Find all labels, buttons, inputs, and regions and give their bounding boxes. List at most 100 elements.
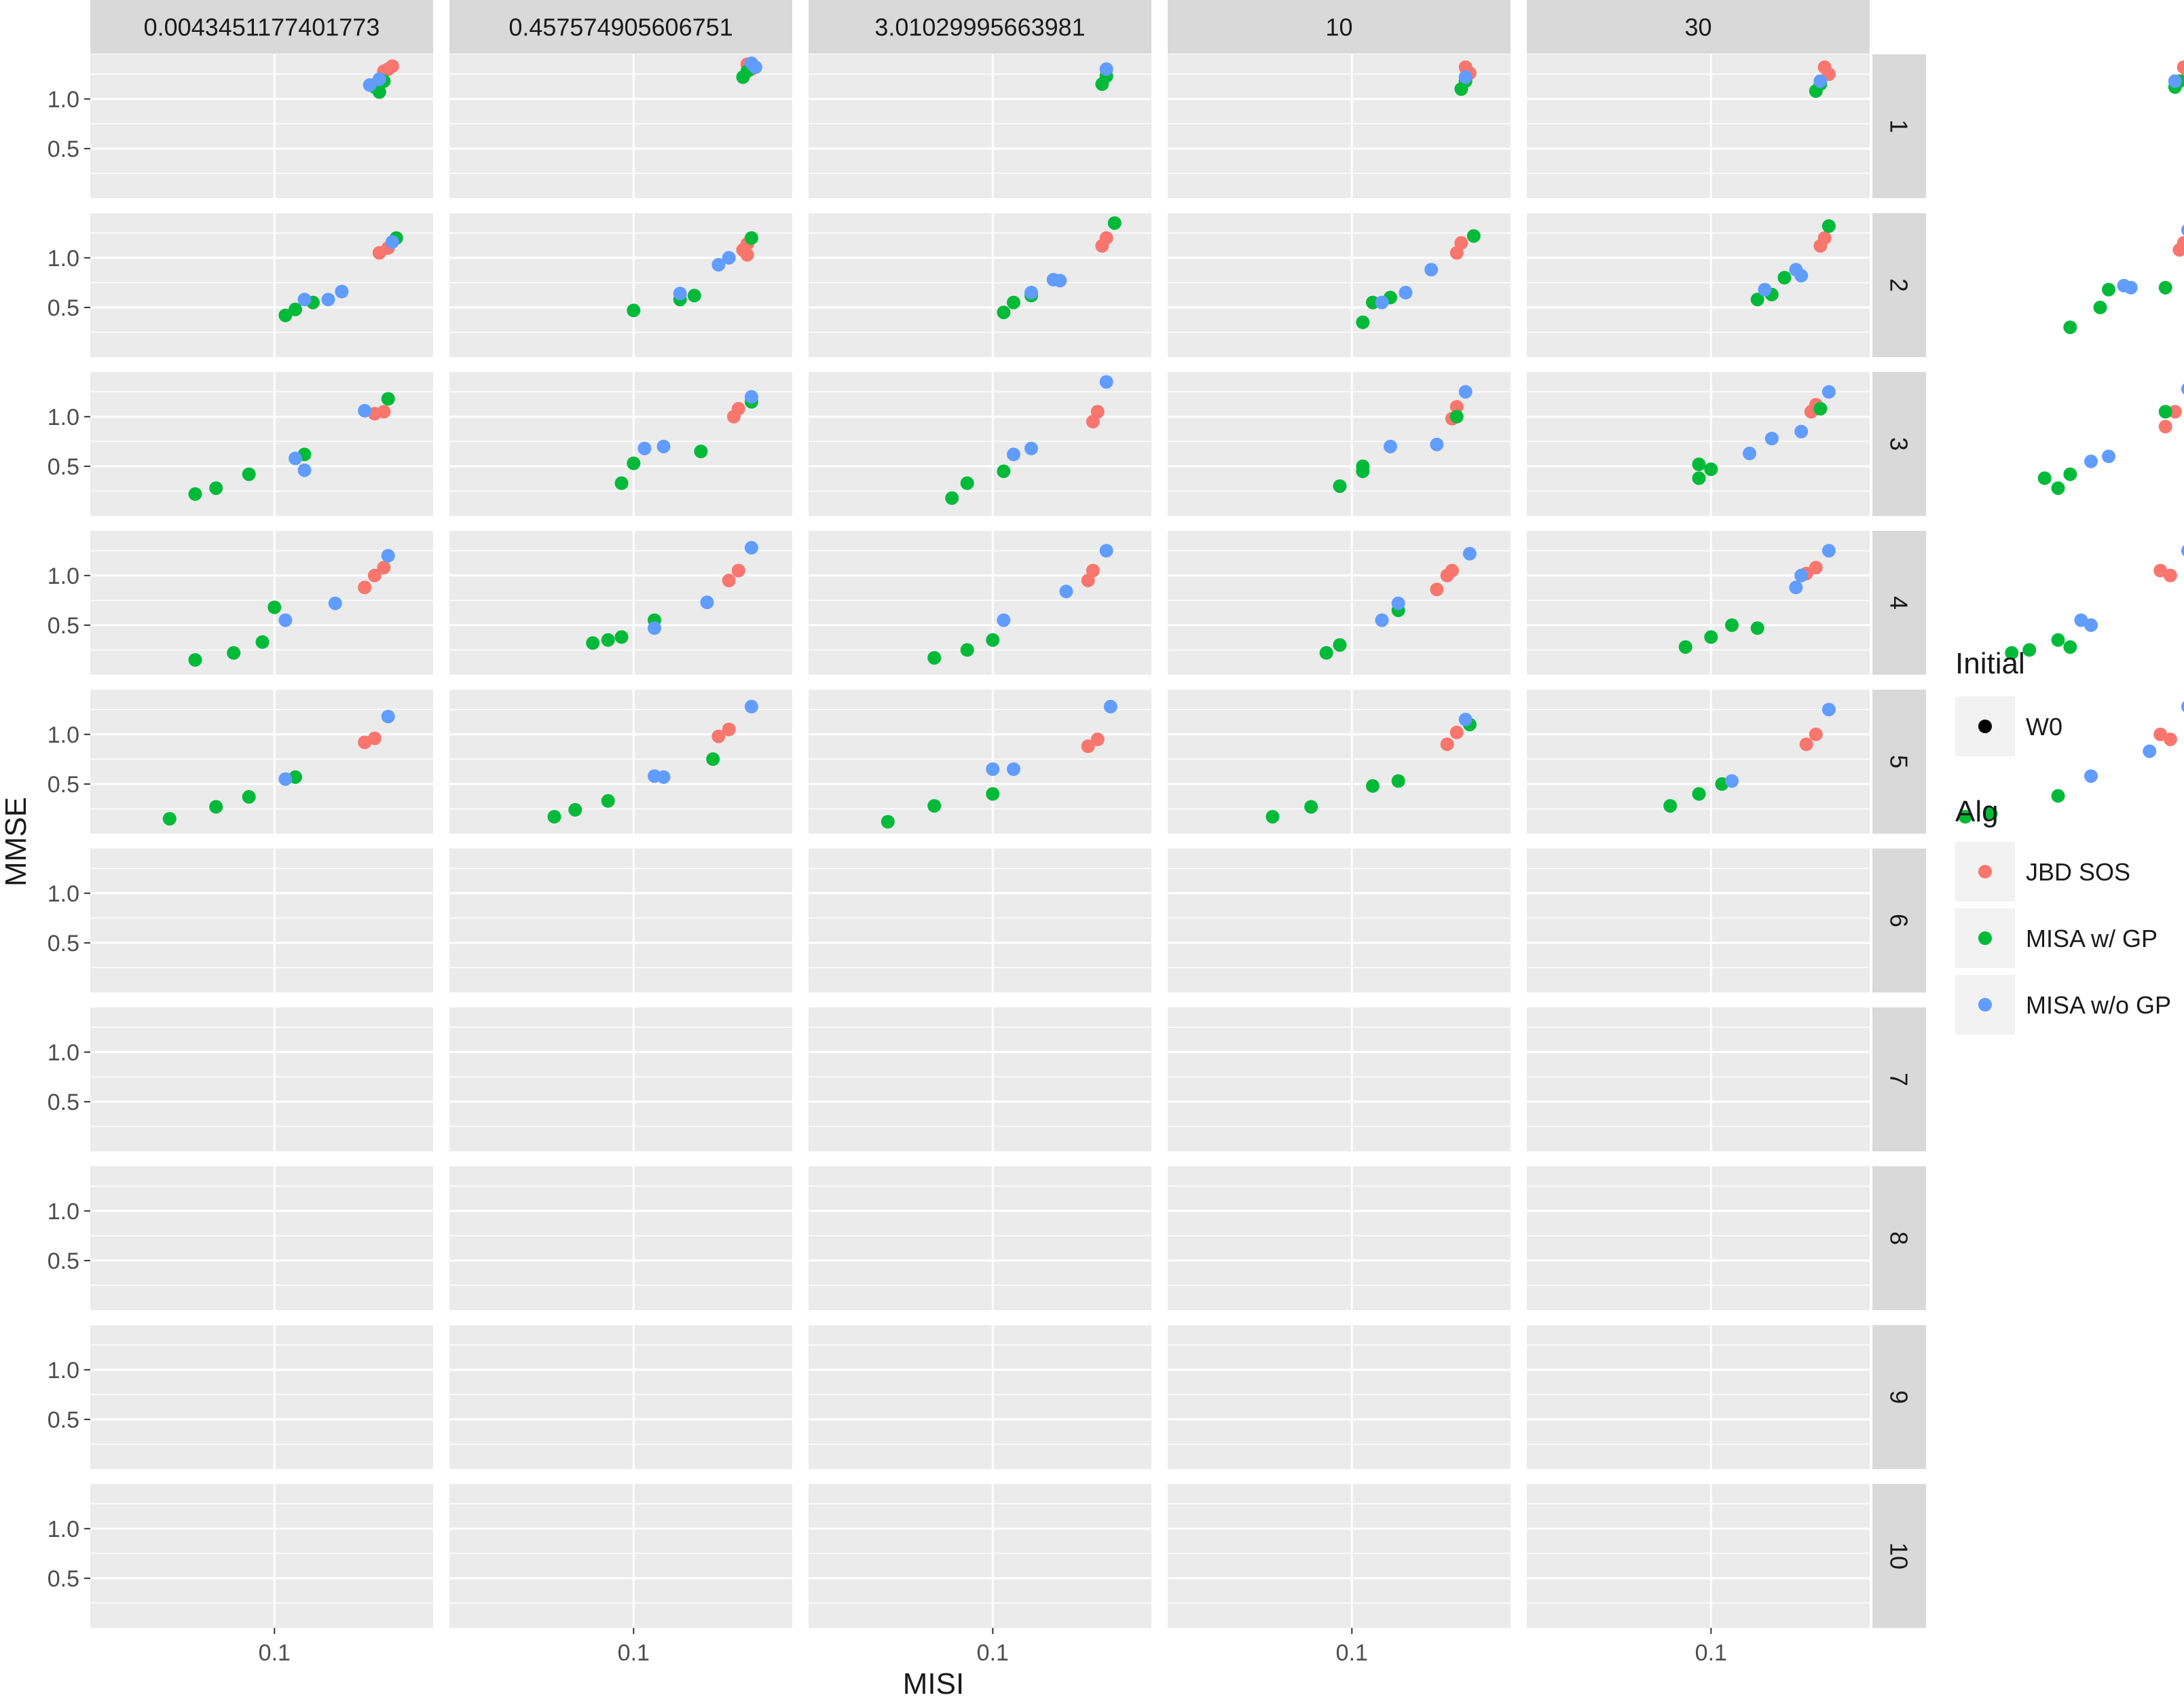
data-point-misa-w-gp xyxy=(1366,779,1380,793)
panel-background xyxy=(90,849,433,992)
panel-background xyxy=(1527,690,1870,834)
x-axis-title: MISI xyxy=(903,1667,964,1701)
facet-panel xyxy=(90,1325,433,1469)
data-point-jbd-sos xyxy=(367,568,382,582)
data-point-misa-w-o-gp xyxy=(297,293,312,307)
data-point-misa-w-gp xyxy=(1692,471,1706,485)
row-strip-label: 9 xyxy=(1885,1390,1913,1404)
facet-panel xyxy=(90,1007,433,1151)
data-point-misa-w-o-gp xyxy=(1430,437,1444,451)
data-point-misa-w-o-gp xyxy=(1103,699,1117,713)
x-tick-label: 0.1 xyxy=(1336,1640,1368,1666)
panel-background xyxy=(1168,54,1511,198)
data-point-misa-w-o-gp xyxy=(656,770,671,784)
data-point-jbd-sos xyxy=(711,729,726,743)
panel-background xyxy=(90,690,433,834)
panel-background xyxy=(449,849,792,992)
facet-panel xyxy=(1527,372,1870,516)
data-point-misa-w-gp xyxy=(381,392,395,406)
facet-panel xyxy=(1168,849,1511,992)
data-point-misa-w-gp xyxy=(2051,633,2065,647)
data-point-misa-w-gp xyxy=(209,481,223,496)
data-point-misa-w-o-gp xyxy=(1384,439,1397,453)
row-strip-label: 10 xyxy=(1885,1542,1913,1570)
legend-label-misa-w-o-gp: MISA w/o GP xyxy=(2026,991,2171,1019)
data-point-misa-w-o-gp xyxy=(1399,286,1413,299)
legend: Initial W0 Alg JBD SOS MISA w/ GP MISA w/o GP xyxy=(1955,647,2171,1035)
data-point-misa-w-o-gp xyxy=(1024,286,1038,299)
panel-background xyxy=(809,1325,1151,1469)
row-strip xyxy=(1872,531,1926,675)
facet-panel xyxy=(90,531,433,675)
axes-layer: 0.5 1.0 0.5 1.0 0.5 1.0 0.5 1.0 0.5 1.0 0.5 1.0 0.5 1… xyxy=(48,87,1727,1666)
data-point-misa-w-gp xyxy=(372,85,386,99)
column-strip xyxy=(90,0,433,54)
data-point-jbd-sos xyxy=(2163,732,2177,747)
data-point-misa-w-o-gp xyxy=(1813,74,1828,88)
data-point-misa-w-gp xyxy=(1466,229,1481,243)
data-point-misa-w-gp xyxy=(1821,219,1836,233)
data-point-misa-w-gp xyxy=(986,787,1000,801)
data-point-misa-w-gp xyxy=(227,646,241,660)
row-strip-label: 3 xyxy=(1885,437,1913,451)
data-point-misa-w-gp xyxy=(627,456,641,470)
data-point-misa-w-o-gp xyxy=(2084,454,2098,468)
data-point-misa-w-gp xyxy=(242,790,256,804)
data-point-misa-w-o-gp xyxy=(648,621,661,635)
row-strip xyxy=(1872,54,1926,198)
panel-background xyxy=(90,213,433,357)
data-point-misa-w-gp xyxy=(278,308,293,322)
facet-panel xyxy=(809,54,1151,198)
data-point-misa-w-gp xyxy=(1813,402,1828,416)
panel-background xyxy=(809,213,1151,357)
y-tick-label: 0.5 xyxy=(48,136,79,162)
panel-background xyxy=(1527,531,1870,675)
data-point-misa-w-gp xyxy=(1007,295,1020,310)
facet-panel xyxy=(1527,1325,1870,1469)
data-point-misa-w-gp xyxy=(1958,810,1972,824)
data-point-misa-w-gp xyxy=(1777,271,1792,284)
data-point-misa-w-gp xyxy=(2063,320,2077,335)
data-point-misa-w-o-gp xyxy=(2181,383,2184,394)
column-strip-label: 30 xyxy=(1684,14,1711,41)
panel-background xyxy=(1168,1166,1511,1310)
data-point-misa-w-gp xyxy=(1333,638,1347,652)
y-tick-label: 0.5 xyxy=(48,1407,79,1433)
x-tick-label: 0.1 xyxy=(259,1640,291,1666)
data-point-jbd-sos xyxy=(722,574,736,588)
row-strip-label: 4 xyxy=(1885,596,1913,610)
data-point-misa-w-gp xyxy=(627,303,641,318)
facet-panel xyxy=(1527,1484,1870,1628)
column-strip xyxy=(1168,0,1511,54)
row-strip xyxy=(1872,372,1926,516)
panel-background xyxy=(809,1166,1151,1310)
data-point-misa-w-gp xyxy=(1356,459,1370,473)
data-point-jbd-sos xyxy=(377,405,391,419)
y-axis-title: MMSE xyxy=(0,797,33,887)
x-tick-label: 0.1 xyxy=(977,1640,1009,1666)
facet-panel xyxy=(1527,213,1870,357)
row-strip xyxy=(1872,1325,1926,1469)
panel-background xyxy=(1527,372,1870,516)
panel-background xyxy=(809,531,1151,675)
data-point-misa-w-o-gp xyxy=(2102,449,2115,464)
data-point-misa-w-o-gp xyxy=(1099,544,1113,558)
y-tick-label: 1.0 xyxy=(48,246,79,272)
data-point-misa-w-o-gp xyxy=(722,250,736,265)
data-point-jbd-sos xyxy=(2158,420,2172,434)
data-point-jbd-sos xyxy=(1445,563,1459,578)
data-point-misa-w-o-gp xyxy=(335,284,349,299)
data-point-misa-w-gp xyxy=(986,633,1000,647)
row-strip xyxy=(1872,1007,1926,1151)
facet-panel xyxy=(90,213,433,357)
data-point-misa-w-o-gp xyxy=(372,72,386,86)
data-point-misa-w-gp xyxy=(162,812,177,826)
y-tick-label: 1.0 xyxy=(48,722,79,748)
data-point-misa-w-o-gp xyxy=(711,258,726,272)
facet-panel xyxy=(449,849,792,992)
panel-background xyxy=(90,1325,433,1469)
data-point-misa-w-gp xyxy=(1107,216,1122,230)
data-point-misa-w-gp xyxy=(2158,405,2172,419)
column-strip-label: 0.457574905606751 xyxy=(508,14,733,41)
y-tick-label: 1.0 xyxy=(48,1199,79,1225)
